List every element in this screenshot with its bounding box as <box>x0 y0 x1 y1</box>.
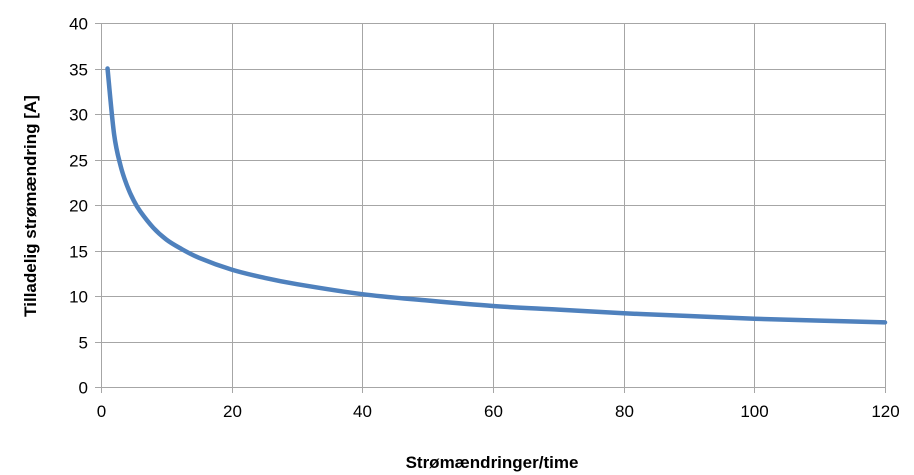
y-axis-title: Tilladelig strømændring [A] <box>21 95 40 317</box>
x-tick-label: 20 <box>223 402 242 421</box>
x-axis-title: Strømændringer/time <box>406 453 579 472</box>
y-tick-label: 5 <box>79 334 88 353</box>
x-tick-label: 40 <box>353 402 372 421</box>
x-tick-label: 120 <box>871 402 899 421</box>
y-tick-label: 35 <box>69 61 88 80</box>
axes <box>95 23 886 393</box>
y-tick-label: 0 <box>79 379 88 398</box>
y-tick-label: 25 <box>69 152 88 171</box>
y-tick-label: 20 <box>69 197 88 216</box>
x-tick-label: 100 <box>740 402 768 421</box>
series-group <box>105 66 888 325</box>
series-line <box>105 66 888 325</box>
y-tick-label: 30 <box>69 106 88 125</box>
x-tick-label: 60 <box>484 402 503 421</box>
tick-labels: 0 5 10 15 20 25 30 35 40 0 20 40 60 80 100 120 <box>69 15 900 422</box>
y-tick-label: 15 <box>69 243 88 262</box>
y-tick-label: 40 <box>69 15 88 34</box>
gridlines <box>101 23 886 388</box>
x-tick-label: 0 <box>97 402 106 421</box>
y-tick-label: 10 <box>69 288 88 307</box>
x-tick-label: 80 <box>615 402 634 421</box>
